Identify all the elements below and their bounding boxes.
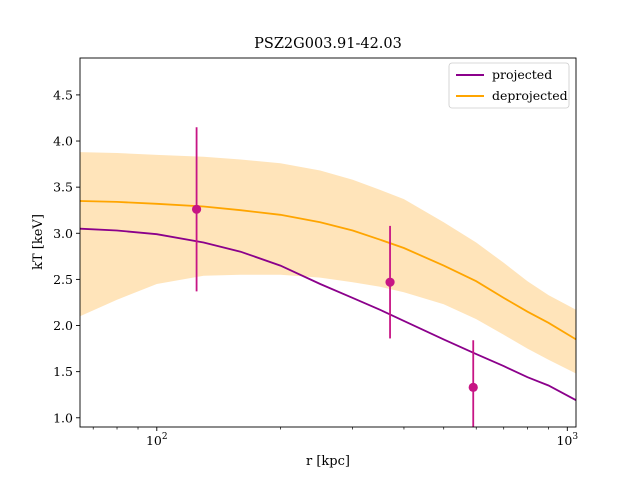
x-tick-label: 102	[146, 432, 168, 448]
projected-line	[80, 227, 576, 401]
legend-label-deprojected: deprojected	[492, 88, 568, 103]
plot-content	[80, 127, 576, 427]
y-tick-label: 3.0	[53, 226, 73, 241]
y-tick-label: 1.5	[53, 364, 73, 379]
deprojected-uncertainty-band	[80, 152, 576, 374]
data-point	[191, 204, 202, 214]
data-point	[385, 277, 395, 287]
y-axis-label: kT [keV]	[31, 214, 46, 270]
legend: projected deprojected	[448, 62, 570, 109]
deprojected-line	[80, 200, 576, 341]
chart-title: PSZ2G003.91-42.03	[254, 36, 402, 52]
y-tick-label: 2.0	[53, 318, 73, 333]
x-axis-label: r [kpc]	[306, 454, 350, 469]
plot-frame	[79, 57, 577, 428]
y-tick-label: 2.5	[53, 272, 73, 287]
y-tick-label: 4.5	[53, 87, 73, 102]
x-tick-exponent: 2	[162, 432, 168, 442]
y-tick-label: 3.5	[53, 180, 73, 195]
y-tick-label: 4.0	[53, 134, 73, 149]
plot-area	[80, 127, 576, 427]
data-point	[468, 382, 478, 392]
x-tick-label: 103	[556, 432, 578, 448]
x-tick-exponent: 3	[572, 432, 578, 442]
legend-label-projected: projected	[492, 67, 552, 82]
y-tick-label: 1.0	[53, 410, 73, 425]
